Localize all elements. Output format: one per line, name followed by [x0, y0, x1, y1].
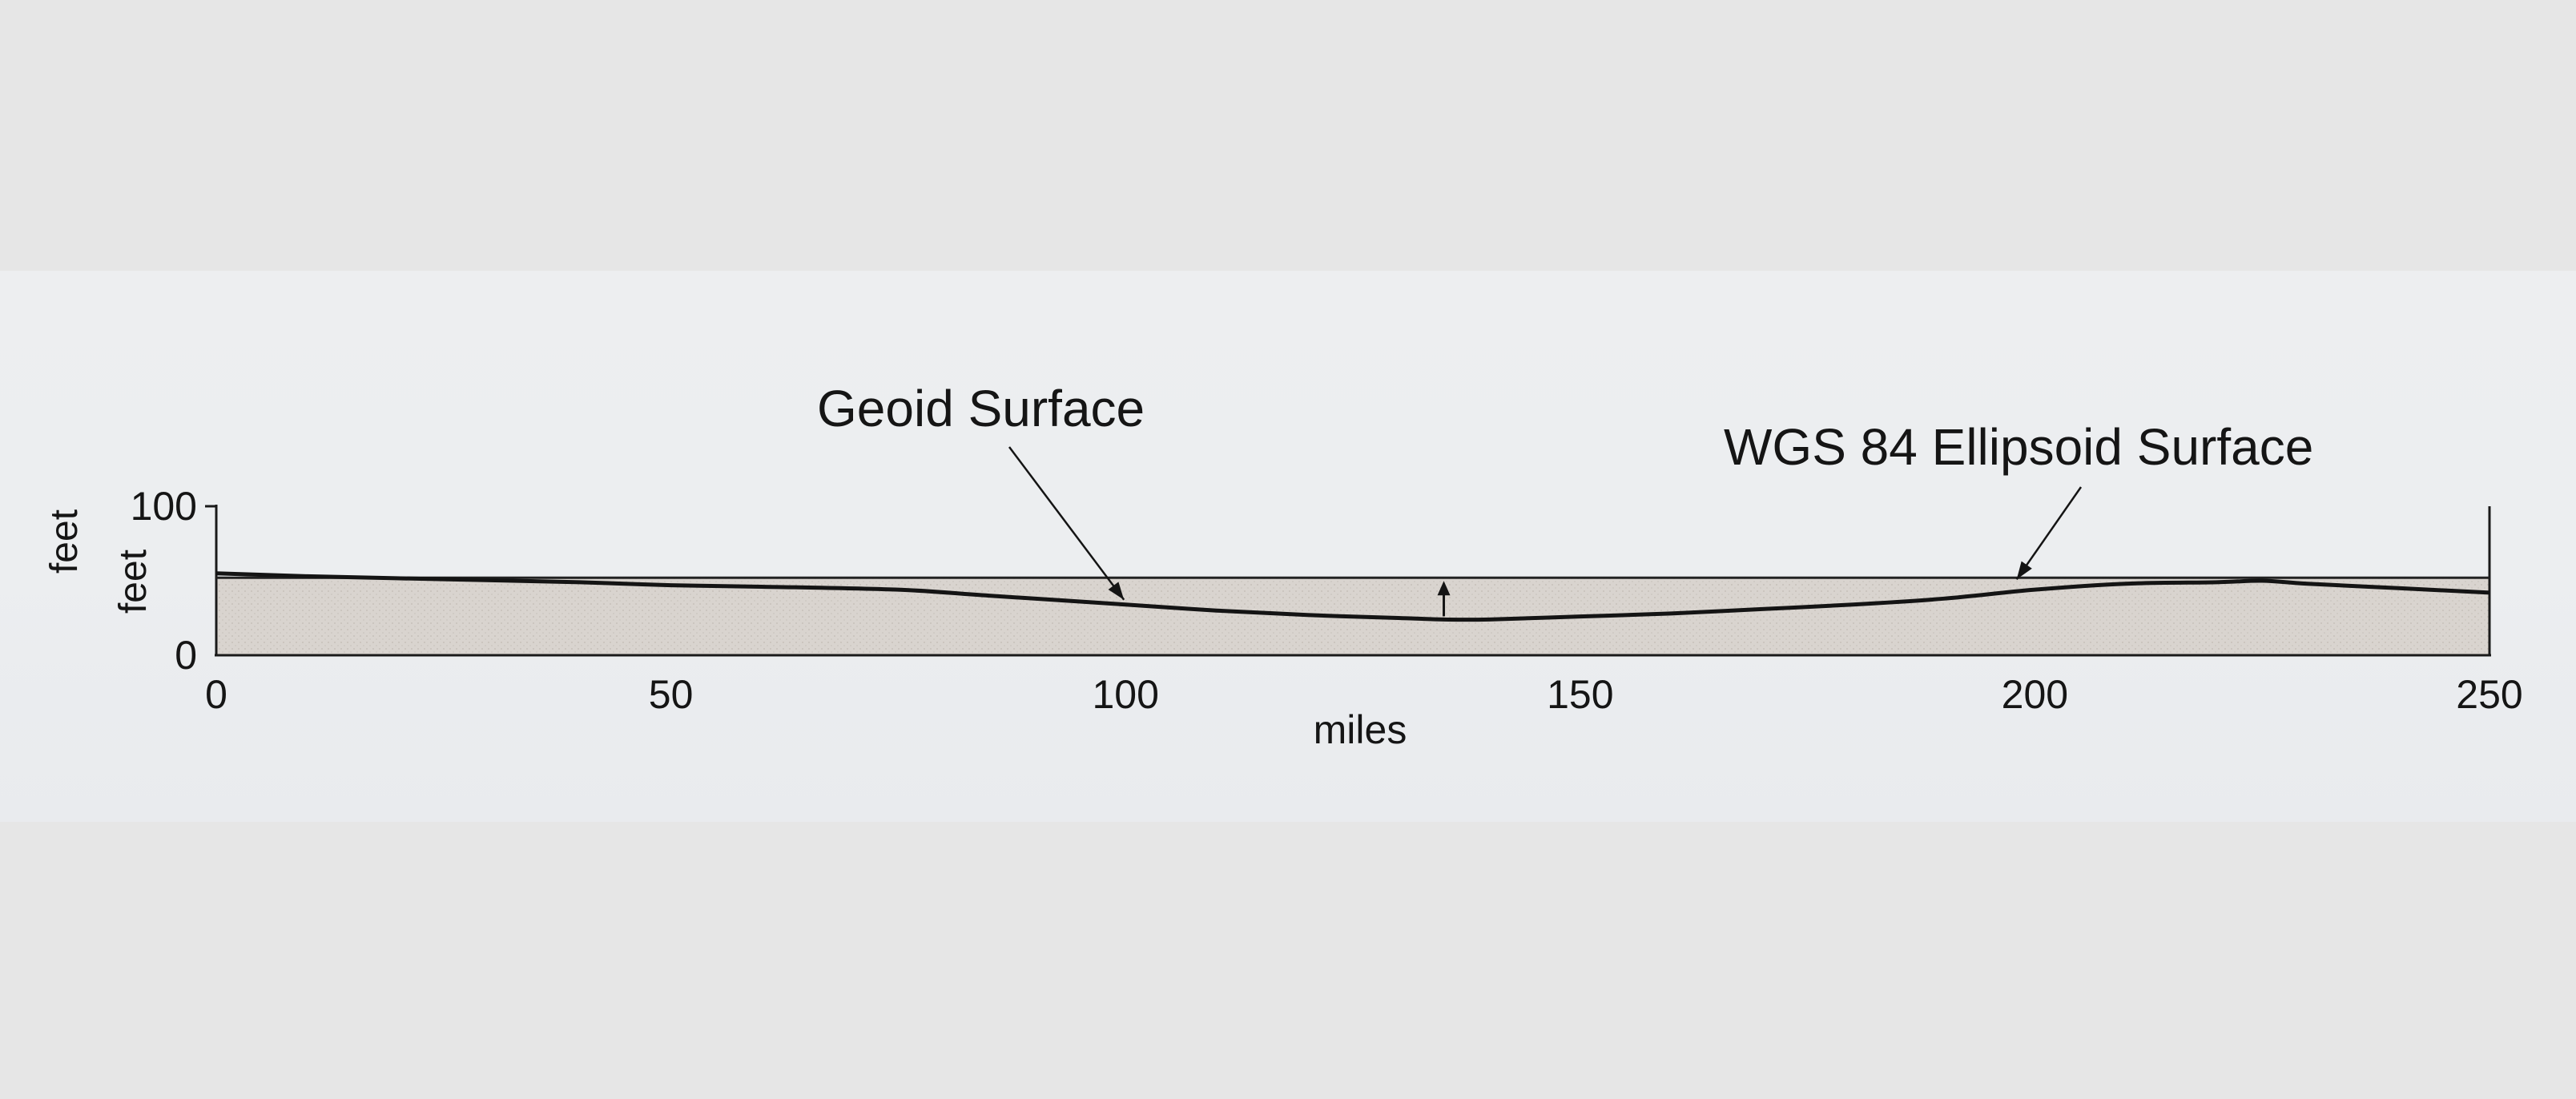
y-tick-label: 0: [175, 633, 197, 678]
arrow-marker-head: [1437, 581, 1451, 596]
x-tick-label: 200: [2002, 672, 2068, 717]
y-tick-label: 100: [131, 484, 197, 529]
annotation-arrowhead-geoid: [1108, 582, 1125, 600]
annotation-arrowhead-wgs: [2016, 561, 2032, 580]
annotation-leader-geoid: [1008, 446, 1125, 601]
y-tick-labels: 0 100: [131, 484, 197, 678]
y-axis-title: feet: [43, 509, 86, 574]
x-axis-title: miles: [1314, 707, 1407, 752]
x-tick-label: 100: [1092, 672, 1158, 717]
series-line-geoid: [215, 571, 2490, 622]
x-tick-label: 0: [205, 672, 227, 717]
x-tick-labels: 0 50 100 150 200 250: [205, 672, 2523, 717]
x-tick-label: 150: [1547, 672, 1613, 717]
scanned-page-background: [0, 271, 2576, 822]
x-tick-label: 250: [2456, 672, 2522, 717]
annotation-wgs84-ellipsoid-surface: WGS 84 Ellipsoid Surface: [1724, 418, 2313, 476]
annotation-geoid-surface: Geoid Surface: [817, 380, 1145, 437]
y-axis-title-secondary: feet: [112, 550, 155, 614]
x-tick-label: 50: [649, 672, 694, 717]
annotation-leader-wgs: [2015, 486, 2083, 580]
